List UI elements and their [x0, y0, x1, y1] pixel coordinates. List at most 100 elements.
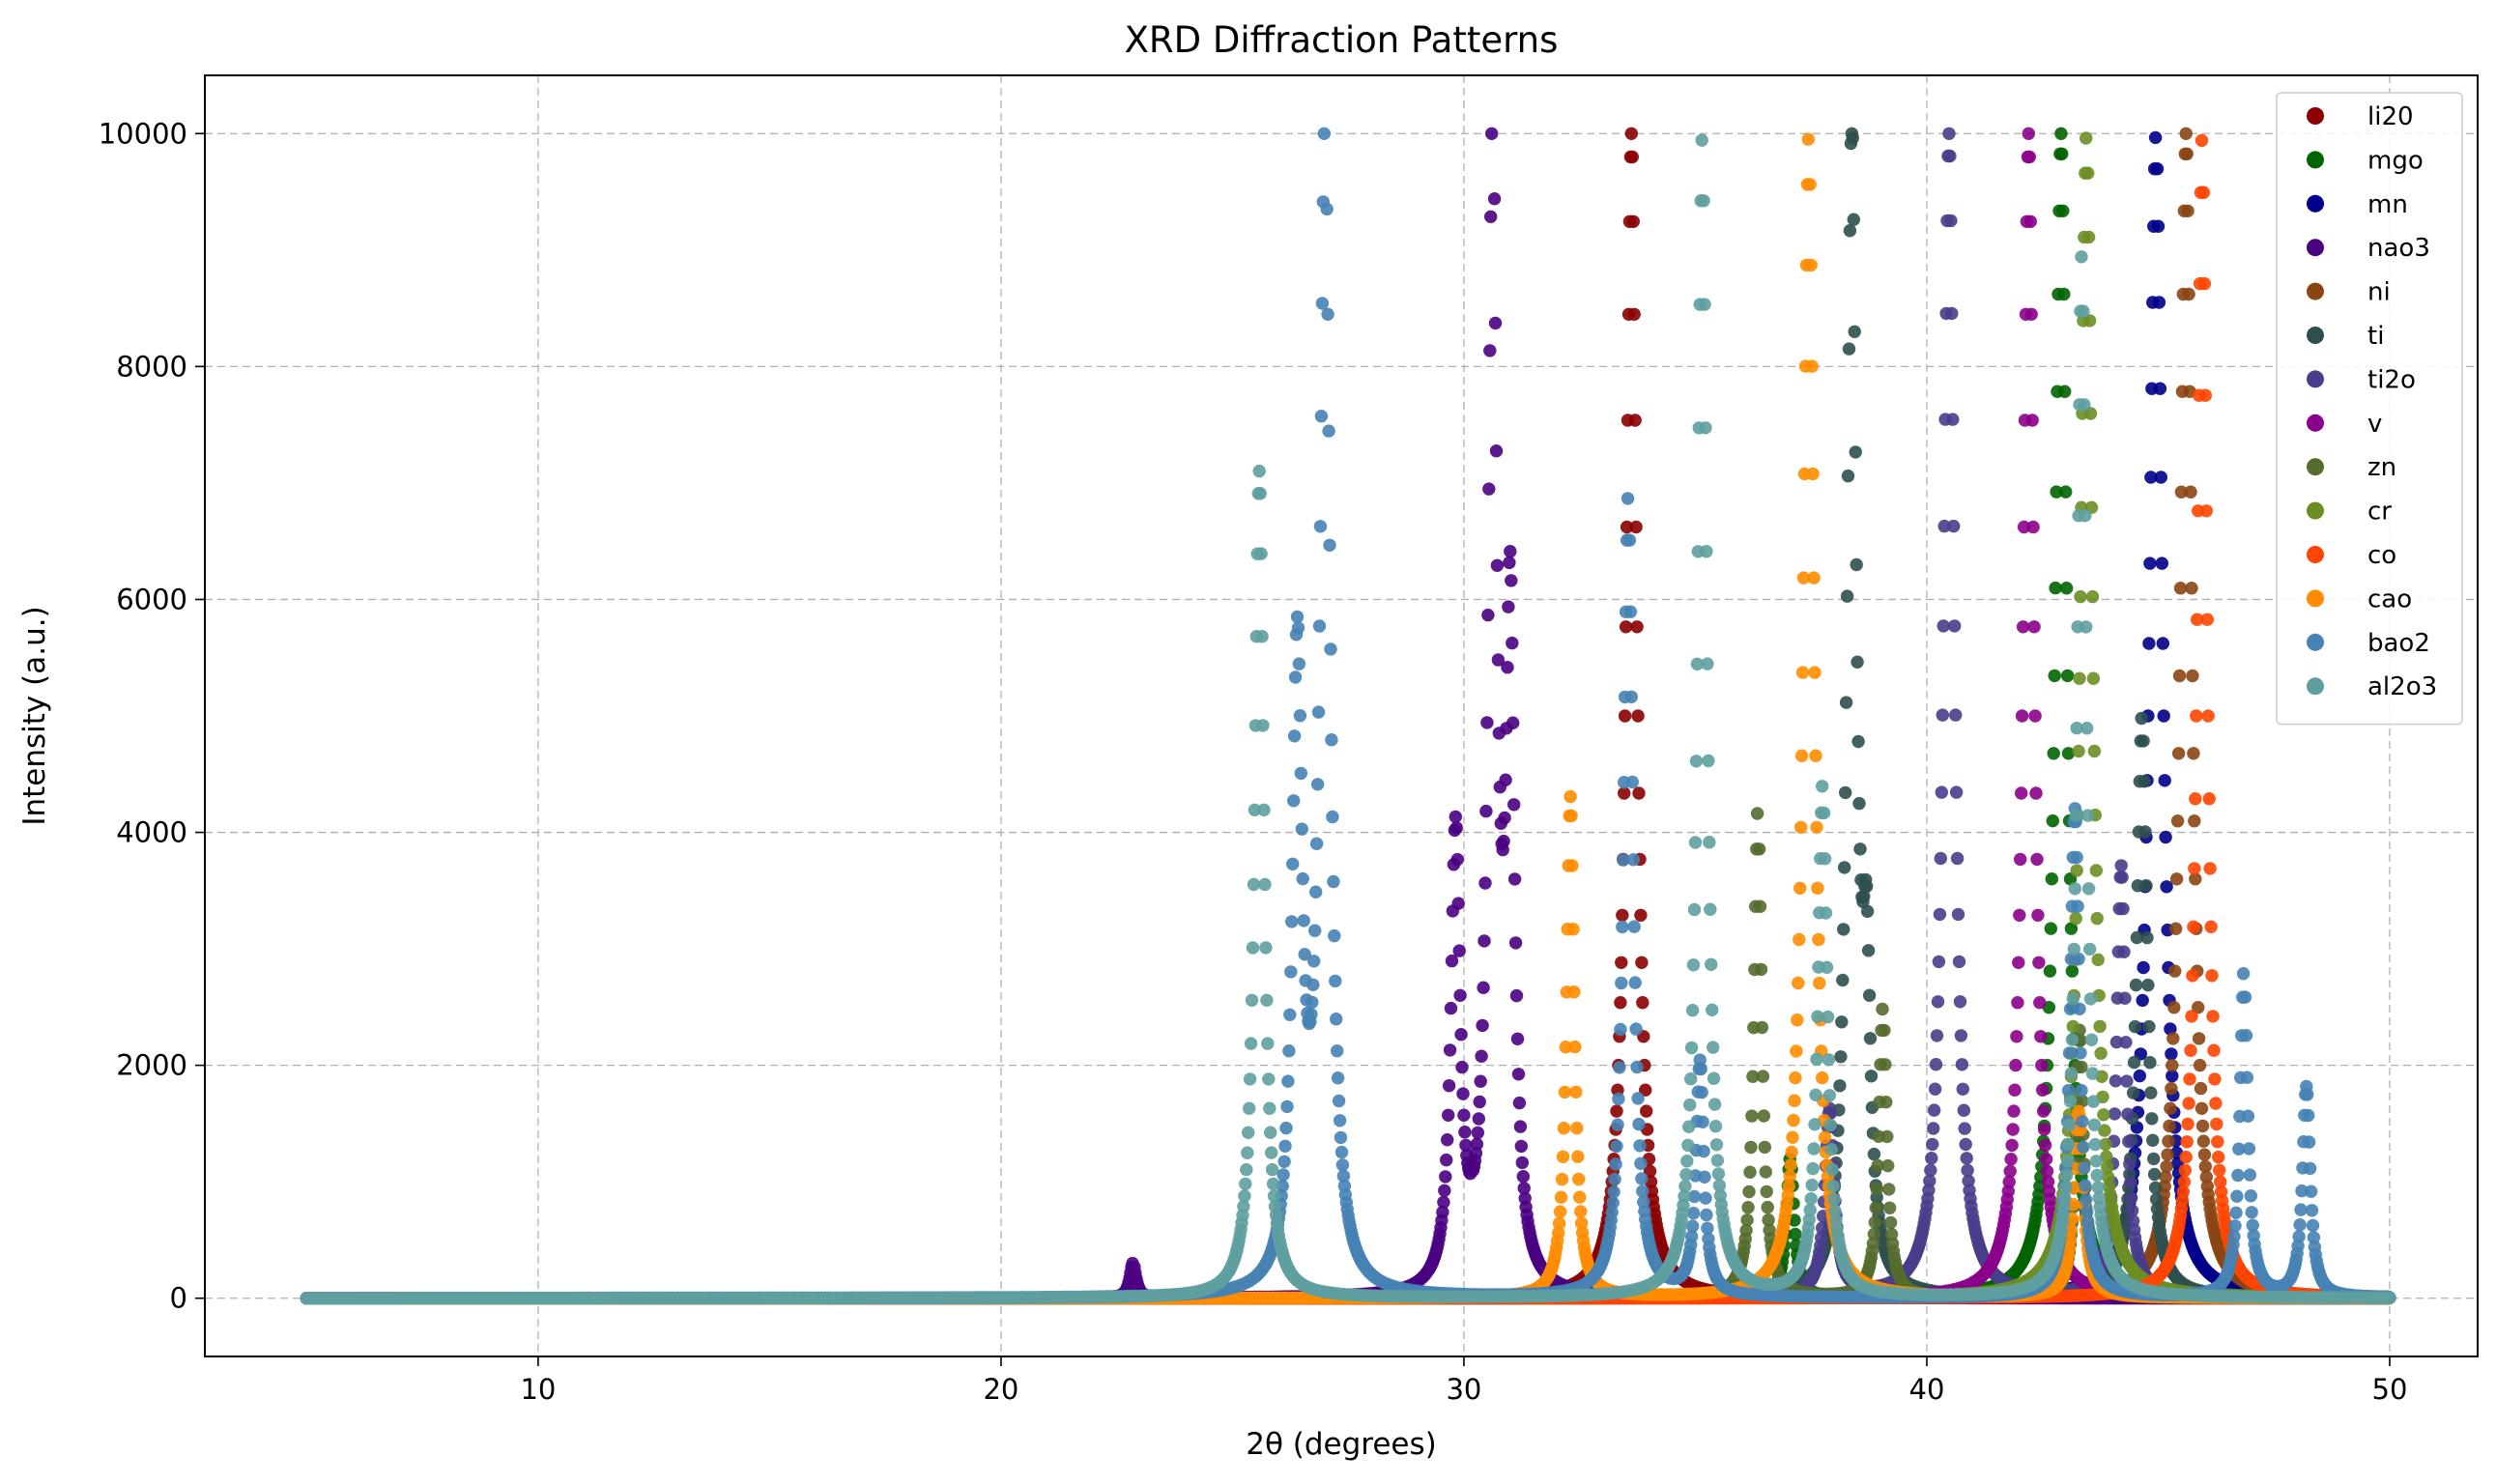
point-li20: [1625, 128, 1638, 140]
point-mn: [2152, 220, 2165, 233]
point-mgo: [2066, 964, 2079, 977]
point-nao3: [1501, 661, 1513, 673]
point-li20: [1616, 909, 1628, 922]
point-li20: [1632, 786, 1645, 799]
point-nao3: [1482, 482, 1495, 495]
point-mgo: [2058, 385, 2071, 398]
point-ti2o: [2122, 1135, 2135, 1148]
point-ni: [2166, 1032, 2179, 1044]
point-ti: [1838, 861, 1850, 873]
point-ti: [2149, 1182, 2162, 1194]
point-ti: [1841, 589, 1853, 602]
point-ni: [2161, 1148, 2173, 1160]
point-ti2o: [1935, 852, 1947, 865]
point-nao3: [1475, 1050, 1487, 1063]
point-ti2o: [1931, 1029, 1943, 1042]
point-nao3: [1452, 897, 1465, 909]
point-ti2o: [1934, 908, 1946, 921]
point-ti: [1850, 558, 1863, 571]
point-nao3: [1477, 982, 1489, 994]
point-ti2o: [2115, 859, 2128, 871]
point-ni: [2194, 1059, 2206, 1071]
point-li20: [1628, 308, 1641, 321]
point-li20: [1610, 1104, 1622, 1117]
point-ti: [2127, 1086, 2139, 1099]
point-mn: [2159, 774, 2171, 786]
point-nao3: [1499, 774, 1511, 786]
point-ti2o: [1948, 619, 1961, 632]
point-ni: [2181, 205, 2194, 217]
point-ni: [2196, 1120, 2209, 1132]
point-ni: [2171, 814, 2184, 827]
point-mgo: [2061, 670, 2074, 682]
point-ti2o: [1930, 1058, 1942, 1070]
point-ni: [2172, 747, 2185, 759]
point-mgo: [2055, 148, 2068, 160]
point-ti2o: [1959, 1122, 1971, 1134]
point-nao3: [1506, 637, 1518, 649]
point-nao3: [1502, 600, 1514, 613]
point-ni: [2187, 747, 2199, 759]
point-nao3: [1498, 812, 1510, 824]
point-mn: [2137, 961, 2149, 974]
point-ti: [2147, 1153, 2160, 1165]
point-mgo: [2049, 582, 2061, 594]
point-ni: [2170, 872, 2183, 885]
point-ti2o: [2123, 1157, 2136, 1170]
point-nao3: [1481, 609, 1494, 621]
point-ti: [1842, 470, 1854, 482]
point-nao3: [1517, 1170, 1530, 1183]
point-ti2o: [2116, 902, 2129, 915]
point-nao3: [1449, 811, 1462, 823]
point-mn: [2158, 709, 2170, 722]
point-ti: [1834, 1050, 1847, 1063]
point-ti2o: [1929, 1083, 1941, 1096]
point-ni: [2162, 1135, 2174, 1148]
point-li20: [1615, 956, 1627, 969]
point-ti2o: [1937, 619, 1950, 632]
point-li20: [1630, 620, 1643, 633]
point-nao3: [1453, 944, 1466, 956]
point-ti2o: [1942, 128, 1955, 140]
point-ti: [1833, 1079, 1846, 1092]
point-nao3: [1441, 1133, 1453, 1146]
point-mn: [2142, 637, 2155, 649]
point-nao3: [1488, 192, 1501, 205]
point-ti: [1853, 842, 1866, 855]
point-mgo: [2056, 205, 2069, 217]
point-nao3: [1475, 1075, 1487, 1088]
point-nao3: [1440, 1154, 1452, 1166]
point-ti2o: [1958, 1104, 1970, 1117]
point-ti2o: [1943, 150, 1956, 162]
point-ti: [1848, 214, 1860, 226]
point-ti2o: [1949, 708, 1962, 721]
point-ti: [2142, 1020, 2155, 1033]
point-nao3: [1480, 716, 1493, 728]
point-ni: [2193, 1032, 2205, 1044]
point-ti: [2143, 1056, 2156, 1069]
point-ti: [2141, 979, 2154, 991]
point-ti: [2148, 1168, 2161, 1181]
point-nao3: [1443, 1079, 1455, 1092]
point-nao3: [1444, 1043, 1456, 1056]
point-li20: [1629, 521, 1642, 533]
point-mn: [2154, 383, 2166, 395]
point-ti: [2136, 712, 2148, 725]
point-nao3: [1514, 1120, 1527, 1132]
point-ni: [2165, 1082, 2177, 1095]
point-ni: [2185, 582, 2197, 594]
point-ni: [2174, 582, 2187, 594]
point-ti2o: [1924, 1164, 1937, 1177]
point-ti: [1849, 326, 1861, 338]
point-ni: [2163, 1120, 2175, 1132]
point-ti2o: [1960, 1138, 1972, 1151]
point-mgo: [2046, 872, 2058, 885]
point-nao3: [1471, 1138, 1483, 1151]
point-ti2o: [1944, 214, 1957, 227]
point-ni: [2184, 486, 2196, 499]
point-ti2o: [1954, 995, 1966, 1008]
point-nao3: [1474, 1096, 1486, 1108]
point-li20: [1640, 1104, 1652, 1117]
point-mn: [2134, 1070, 2146, 1082]
point-ni: [2173, 670, 2186, 682]
